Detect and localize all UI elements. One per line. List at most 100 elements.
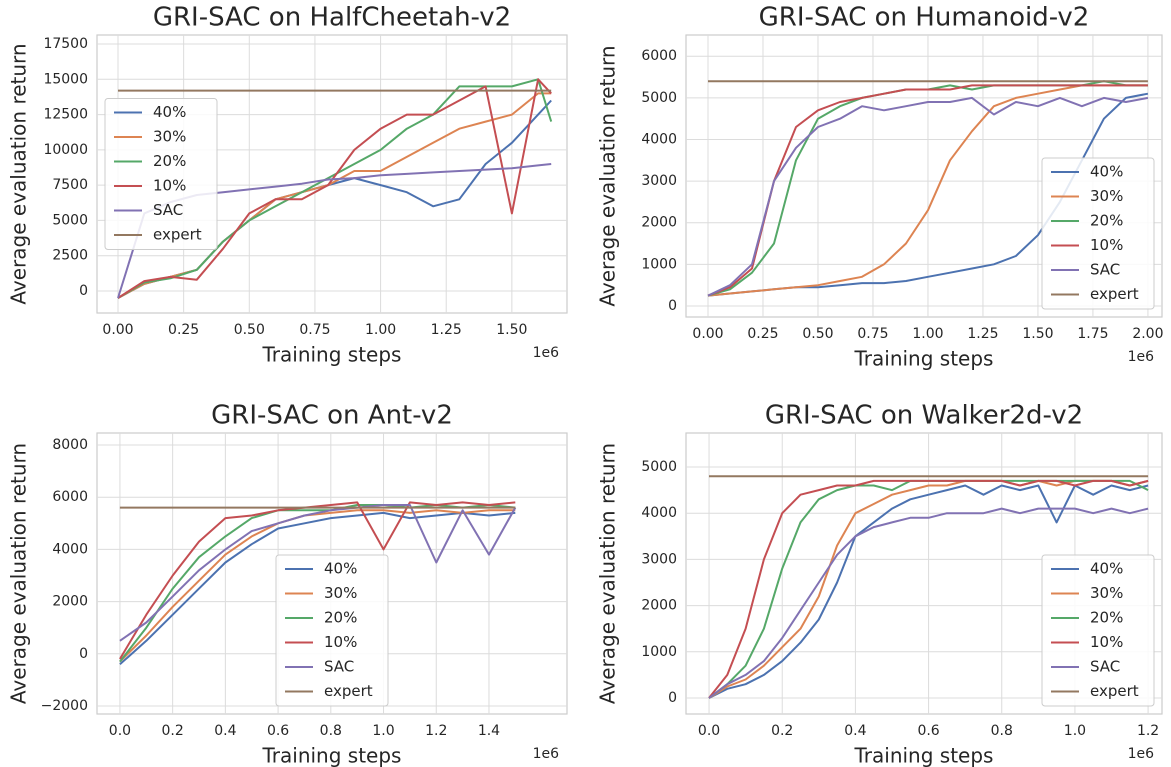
x-tick-label: 0.6 [267, 723, 289, 739]
y-tick-label: 4000 [641, 131, 677, 147]
y-tick-label: 4000 [641, 505, 677, 521]
legend-label: 30% [1090, 187, 1123, 205]
x-tick-label: 0.8 [991, 723, 1013, 739]
x-tick-label: 1.25 [967, 326, 998, 342]
subplot: 0.0 0.2 0.4 0.6 0.8 1.0 1.2 0 1000 2000 3000 4000 50… [596, 401, 1163, 767]
x-tick-label: 1.50 [1022, 326, 1053, 342]
y-tick-label: 1000 [641, 644, 677, 660]
legend: 40% 30% 20% 10% SAC expert [1041, 554, 1155, 707]
legend-label: expert [1090, 285, 1139, 303]
y-tick-label: 6000 [641, 48, 677, 64]
x-tick-label: 0.50 [234, 322, 265, 338]
x-tick-label: 0.00 [692, 326, 723, 342]
series-line [119, 501, 516, 660]
y-axis-label: Average evaluation return [7, 443, 31, 704]
series-line [707, 96, 1149, 297]
y-tick-label: 4000 [52, 541, 88, 557]
legend-label: 40% [153, 103, 186, 121]
legend-label: SAC [153, 201, 183, 219]
legend-label: 10% [1090, 633, 1123, 651]
legend-label: 20% [1090, 609, 1123, 627]
chart-title: GRI-SAC on Walker2d-v2 [765, 401, 1083, 431]
series-line [119, 504, 517, 642]
y-axis-label: Average evaluation return [596, 45, 620, 306]
legend: 40% 30% 20% 10% SAC expert [104, 98, 218, 250]
y-tick-label: 1000 [641, 256, 677, 272]
x-tick-label: 0.0 [109, 723, 131, 739]
chart-title: GRI-SAC on Ant-v2 [211, 401, 453, 431]
x-tick-label: 1.75 [1077, 326, 1108, 342]
x-tick-label: 0.50 [802, 326, 833, 342]
x-tick-label: 2.00 [1132, 326, 1163, 342]
legend-label: 10% [153, 177, 186, 195]
y-tick-label: 2500 [52, 248, 88, 264]
legend-label: 10% [324, 633, 357, 651]
y-tick-label: 3000 [641, 551, 677, 567]
y-tick-label: 15000 [43, 71, 88, 87]
legend-label: 10% [1090, 236, 1123, 254]
legend-label: 20% [1090, 212, 1123, 230]
chart-title: GRI-SAC on HalfCheetah-v2 [153, 3, 511, 33]
x-tick-label: 1.2 [425, 723, 447, 739]
legend-label: expert [153, 226, 202, 244]
x-offset-label: 1e6 [1128, 746, 1155, 762]
x-axis-label: Training steps [262, 343, 402, 367]
x-tick-label: 1.0 [1064, 723, 1086, 739]
y-tick-label: 8000 [52, 437, 88, 453]
legend-label: 40% [324, 560, 357, 578]
x-axis-label: Training steps [854, 347, 994, 371]
legend-label: 30% [324, 584, 357, 602]
x-tick-label: 0.8 [320, 723, 342, 739]
x-tick-label: 1.00 [365, 322, 396, 338]
legend-label: 20% [153, 152, 186, 170]
x-axis-label: Training steps [262, 744, 402, 767]
legend-label: 40% [1090, 163, 1123, 181]
x-tick-label: 0.4 [844, 723, 866, 739]
x-tick-label: 1.4 [478, 723, 500, 739]
y-tick-label: 12500 [43, 107, 88, 123]
x-axis-label: Training steps [854, 744, 994, 767]
legend-label: 30% [1090, 584, 1123, 602]
x-tick-label: 1.25 [431, 322, 462, 338]
x-offset-label: 1e6 [1128, 349, 1155, 365]
x-tick-label: 1.0 [372, 723, 394, 739]
x-tick-label: 0.00 [102, 322, 133, 338]
legend-label: 40% [1090, 560, 1123, 578]
y-axis-label: Average evaluation return [596, 443, 620, 704]
y-tick-label: 6000 [52, 489, 88, 505]
legend-label: SAC [1090, 658, 1120, 676]
legend: 40% 30% 20% 10% SAC expert [275, 554, 389, 707]
series-line [119, 504, 516, 663]
y-tick-label: 2000 [641, 215, 677, 231]
legend-label: expert [324, 682, 373, 700]
x-tick-label: 0.4 [214, 723, 236, 739]
legend: 40% 30% 20% 10% SAC expert [1041, 157, 1155, 310]
x-offset-label: 1e6 [533, 746, 560, 762]
series-line [119, 509, 516, 663]
y-tick-label: 2000 [52, 594, 88, 610]
x-tick-label: 0.75 [857, 326, 888, 342]
legend-label: expert [1090, 682, 1139, 700]
x-tick-label: 0.0 [698, 723, 720, 739]
y-tick-label: 3000 [641, 173, 677, 189]
subplot: 0.00 0.25 0.50 0.75 1.00 1.25 1.50 1.75 2.00 0 100… [596, 3, 1164, 371]
y-tick-label: −2000 [41, 698, 88, 714]
x-tick-label: 0.2 [771, 723, 793, 739]
series-line [707, 84, 1148, 297]
x-tick-label: 0.2 [162, 723, 184, 739]
y-tick-label: 2000 [641, 598, 677, 614]
chart-title: GRI-SAC on Humanoid-v2 [759, 3, 1090, 33]
y-tick-label: 10000 [43, 142, 88, 158]
series-line [117, 78, 553, 299]
x-tick-label: 1.2 [1137, 723, 1159, 739]
y-tick-label: 5000 [52, 212, 88, 228]
y-tick-label: 7500 [52, 177, 88, 193]
x-tick-label: 0.75 [299, 322, 330, 338]
x-tick-label: 0.25 [747, 326, 778, 342]
x-tick-label: 1.50 [496, 322, 527, 338]
legend-label: SAC [1090, 261, 1120, 279]
legend-label: 20% [324, 609, 357, 627]
series-line [707, 84, 1148, 297]
series-line [708, 479, 1149, 699]
